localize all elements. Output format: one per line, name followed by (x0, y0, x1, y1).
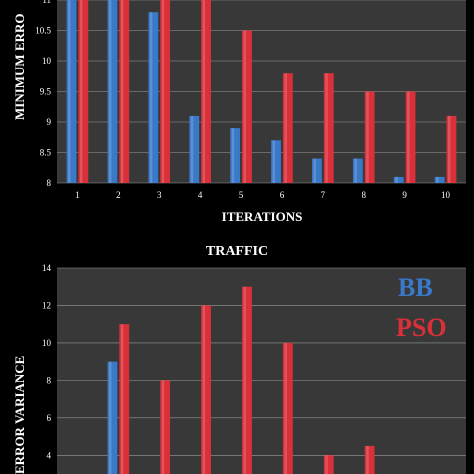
top-bar-series-2-9 (405, 91, 416, 183)
top-bar-series-2-3 (160, 0, 171, 183)
bottom-chart-title: TRAFFIC (206, 244, 268, 259)
error-variance-chart: TRAFFIC 4 6 8 10 12 14 ERROR VARIANCE BB PSO (12, 244, 466, 474)
top-bar-highlight (436, 176, 439, 183)
bottom-y-tick-label: 12 (42, 300, 51, 310)
top-bar-series-2-1 (78, 0, 89, 183)
bottom-y-tick-label: 8 (47, 375, 52, 385)
bottom-y-axis-label: ERROR VARIANCE (12, 356, 27, 474)
top-x-tick-label: 8 (362, 190, 367, 200)
top-bar-highlight (354, 158, 357, 183)
bottom-y-tick-label: 4 (47, 450, 52, 460)
bottom-bar-series-2-4 (201, 305, 211, 474)
bottom-bar-series-2-6 (282, 342, 293, 474)
top-y-tick-label: 10 (42, 56, 52, 66)
top-bar-highlight (325, 73, 328, 183)
bottom-bar-highlight (284, 342, 287, 474)
top-bar-highlight (79, 0, 83, 183)
top-bar-highlight (68, 0, 71, 183)
top-bar-series-1-4 (189, 115, 200, 183)
top-bar-highlight (109, 0, 112, 183)
top-x-tick-label: 3 (157, 190, 162, 200)
bottom-bar-highlight (325, 455, 328, 474)
top-bar-highlight (190, 115, 194, 183)
top-x-tick-label: 4 (198, 190, 203, 200)
top-y-tick-label: 11 (42, 0, 51, 5)
top-bar-series-2-6 (282, 73, 293, 183)
bottom-bar-series-2-3 (160, 380, 171, 474)
top-x-tick-label: 2 (116, 190, 121, 200)
bottom-bar-highlight (120, 324, 124, 474)
bottom-bar-highlight (161, 380, 165, 474)
top-bar-highlight (202, 0, 206, 183)
bottom-bar-highlight (109, 361, 112, 474)
top-y-tick-label: 10.5 (35, 26, 51, 36)
top-bar-series-1-7 (312, 158, 322, 183)
top-bar-series-1-9 (393, 176, 404, 183)
top-bar-series-2-7 (323, 73, 334, 183)
top-bar-highlight (231, 128, 235, 183)
top-bar-highlight (243, 30, 246, 183)
top-bar-series-1-3 (148, 12, 159, 184)
bottom-bar-series-1-2 (107, 361, 118, 474)
top-bar-highlight (120, 0, 124, 183)
bottom-bar-series-2-5 (242, 286, 252, 474)
bottom-y-tick-label: 14 (42, 263, 52, 273)
top-x-tick-label: 7 (321, 190, 326, 200)
top-y-tick-label: 8 (47, 178, 52, 188)
top-bar-series-2-10 (446, 115, 457, 183)
legend-pso: PSO (396, 313, 447, 342)
bottom-bar-highlight (366, 445, 369, 474)
bottom-bar-series-2-7 (323, 455, 334, 474)
top-y-tick-label: 8.5 (40, 148, 52, 158)
bottom-bar-highlight (243, 286, 246, 474)
top-bar-series-1-6 (271, 140, 281, 183)
legend-bb: BB (398, 273, 433, 302)
top-bar-highlight (366, 91, 369, 183)
top-x-axis-label: ITERATIONS (222, 209, 303, 224)
top-x-tick-label: 9 (402, 190, 407, 200)
top-bar-series-1-8 (352, 158, 363, 183)
top-x-tick-label: 10 (441, 190, 451, 200)
top-bar-series-1-5 (230, 128, 241, 183)
top-bar-highlight (272, 140, 276, 183)
top-bar-highlight (284, 73, 287, 183)
bottom-bar-highlight (202, 305, 206, 474)
top-bars (66, 0, 457, 184)
top-x-tick-labels: 1 2 3 4 5 6 7 8 9 10 (75, 190, 450, 200)
bottom-y-tick-label: 10 (42, 338, 52, 348)
top-y-tick-label: 9.5 (40, 87, 52, 97)
top-bar-series-2-4 (201, 0, 211, 183)
bottom-bar-series-2-2 (119, 324, 130, 474)
top-x-tick-label: 6 (280, 190, 285, 200)
top-bar-series-2-5 (242, 30, 252, 183)
top-bar-highlight (448, 115, 451, 183)
top-x-tick-label: 5 (239, 190, 244, 200)
top-x-tick-label: 1 (75, 190, 80, 200)
bottom-y-tick-labels: 4 6 8 10 12 14 (42, 263, 52, 460)
bottom-bar-series-2-8 (364, 445, 375, 474)
bottom-bars (107, 286, 375, 474)
top-y-tick-labels: 8 8.5 9 9.5 10 10.5 11 (35, 0, 51, 188)
top-bar-highlight (149, 12, 153, 184)
bottom-y-tick-label: 6 (47, 413, 52, 423)
top-bar-series-1-10 (434, 176, 445, 183)
minimum-error-chart: 8 8.5 9 9.5 10 10.5 11 1 2 3 4 5 6 7 8 9 10 MINIMUM ERR… (12, 0, 466, 224)
top-bar-highlight (395, 176, 398, 183)
top-bar-series-1-2 (107, 0, 118, 183)
top-bar-series-1-1 (66, 0, 77, 183)
top-bar-highlight (407, 91, 410, 183)
top-y-axis-label: MINIMUM ERRO (12, 13, 27, 120)
top-bar-series-2-8 (364, 91, 375, 183)
top-y-tick-label: 9 (47, 117, 52, 127)
top-bar-highlight (313, 158, 316, 183)
top-bar-series-2-2 (119, 0, 130, 183)
top-bar-highlight (161, 0, 165, 183)
